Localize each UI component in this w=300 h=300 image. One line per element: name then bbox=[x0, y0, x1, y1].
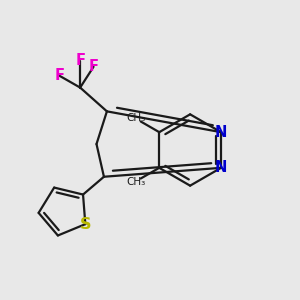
Text: F: F bbox=[75, 53, 85, 68]
Text: S: S bbox=[80, 217, 91, 232]
Text: CH₃: CH₃ bbox=[126, 176, 145, 187]
Text: N: N bbox=[215, 125, 227, 140]
Text: F: F bbox=[88, 59, 98, 74]
Text: CH₃: CH₃ bbox=[126, 113, 145, 124]
Text: N: N bbox=[215, 160, 227, 175]
Text: F: F bbox=[54, 68, 64, 83]
